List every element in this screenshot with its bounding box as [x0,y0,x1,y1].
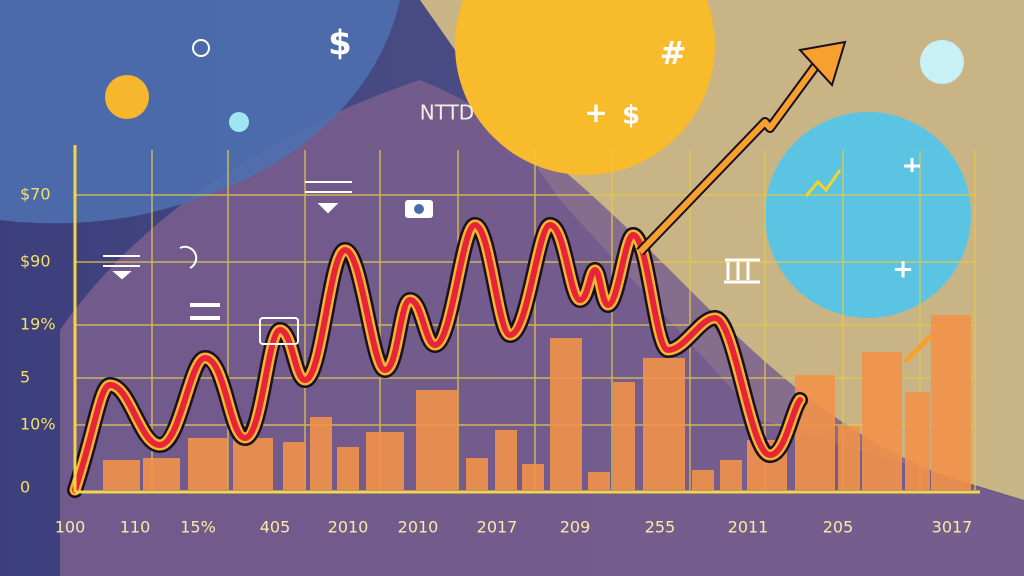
icon [804,169,842,197]
bar [550,338,582,490]
icon [179,245,198,269]
wave-line [72,221,803,493]
dot [229,112,249,132]
bar [416,390,458,490]
bar [613,382,635,490]
symbol: $ [622,101,640,131]
x-label: 2017 [477,518,518,537]
y-label: 5 [20,368,30,387]
bar [495,430,517,490]
symbol: + [584,96,607,129]
x-label: 110 [120,518,151,537]
bar [466,458,488,490]
bar [931,315,971,490]
bar [188,438,228,490]
icon [904,158,920,172]
y-label: $90 [20,252,51,271]
bar [643,358,685,490]
x-label: 2011 [728,518,769,537]
icon [259,317,299,345]
bar [522,464,544,490]
bar [366,432,404,490]
x-label: 405 [260,518,291,537]
x-labels: 100 110 15% 405 2010 2010 2017 209 255 2011 205 301… [55,518,973,537]
y-label: 19% [20,315,56,334]
icon [192,39,210,57]
bar [720,460,742,490]
bar [143,458,180,490]
yellow-circle [455,0,715,175]
x-label: 209 [560,518,591,537]
x-label: 100 [55,518,86,537]
small-arrow [903,333,934,364]
y-labels: $70 $90 19% 5 10% 0 [20,185,56,497]
y-label: 0 [20,478,30,497]
y-label: $70 [20,185,51,204]
icon [103,255,140,280]
x-label: 255 [645,518,676,537]
symbol: # [660,34,687,72]
x-label: 2010 [328,518,369,537]
bar [838,426,860,490]
blue-circle [765,112,971,318]
y-label: 10% [20,415,56,434]
bar [103,460,140,490]
bar [905,392,930,490]
icon [724,258,760,284]
x-label: 3017 [932,518,973,537]
icon [305,181,352,214]
x-label: 15% [180,518,216,537]
blue-blob [0,0,400,224]
bar [862,352,902,490]
bar [310,417,332,490]
symbol: + [892,255,914,285]
arrow [637,58,823,255]
title: NTTD [420,101,474,125]
dot [105,75,149,119]
bar [337,447,359,490]
bar [283,442,305,490]
symbol: $ [328,24,352,64]
dot [920,40,964,84]
bars [103,315,971,490]
arrow-head [798,40,847,87]
bar [233,438,273,490]
camera-lens [414,204,424,214]
bar [692,470,714,490]
x-label: 2010 [398,518,439,537]
x-label: 205 [823,518,854,537]
bar [588,472,610,490]
icon [190,303,220,320]
